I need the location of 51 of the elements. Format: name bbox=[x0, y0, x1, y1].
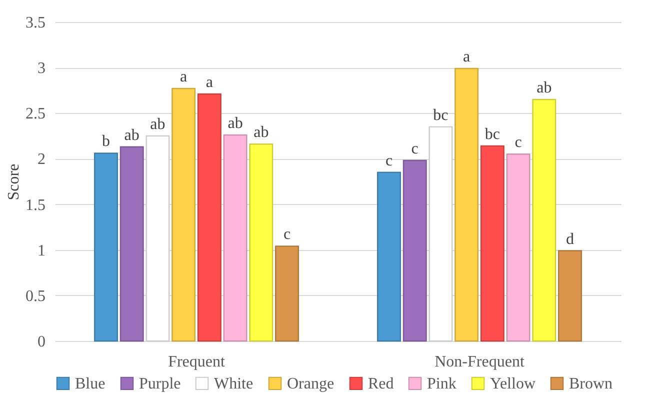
y-tick-label: 3 bbox=[38, 60, 46, 78]
y-tick-label: 2 bbox=[38, 151, 46, 168]
bar bbox=[506, 154, 530, 342]
bar bbox=[249, 144, 274, 342]
bar bbox=[223, 134, 248, 342]
legend-label: White bbox=[214, 375, 254, 392]
data-label: ab bbox=[254, 124, 269, 142]
y-tick-label: 0.5 bbox=[26, 288, 46, 305]
bar bbox=[275, 246, 299, 342]
data-label: a bbox=[180, 68, 188, 86]
data-label: bc bbox=[484, 126, 500, 143]
bar bbox=[454, 68, 479, 342]
data-label: ab bbox=[228, 115, 243, 132]
legend-label: Red bbox=[368, 375, 394, 392]
y-tick-label: 0 bbox=[38, 334, 46, 350]
y-axis-title: Score bbox=[6, 164, 22, 200]
x-tick-label: Non-Frequent bbox=[434, 354, 525, 370]
data-label: ab bbox=[536, 79, 552, 96]
bar bbox=[94, 152, 118, 342]
bar bbox=[532, 98, 556, 342]
bar bbox=[172, 88, 196, 342]
data-label: c bbox=[385, 152, 393, 170]
data-label: ab bbox=[124, 126, 140, 144]
data-label: d bbox=[566, 230, 574, 248]
x-tick-label: Frequent bbox=[168, 354, 226, 370]
bar bbox=[197, 93, 222, 342]
y-tick-label: 2.5 bbox=[26, 106, 46, 123]
legend-label: Pink bbox=[427, 375, 456, 392]
legend-label: Brown bbox=[569, 375, 613, 392]
data-label: bc bbox=[433, 106, 448, 124]
data-label: ab bbox=[150, 116, 166, 133]
bar bbox=[480, 145, 504, 342]
bar bbox=[120, 146, 144, 342]
legend-label: Yellow bbox=[490, 375, 536, 392]
bar bbox=[377, 172, 401, 342]
data-label: c bbox=[411, 140, 418, 158]
legend-label: Blue bbox=[75, 375, 106, 392]
data-label: b bbox=[102, 133, 110, 150]
bar bbox=[402, 160, 427, 342]
bar bbox=[428, 126, 453, 342]
y-tick-label: 1.5 bbox=[26, 196, 46, 214]
y-tick-label: 3.5 bbox=[26, 14, 46, 32]
y-tick-label: 1 bbox=[38, 242, 46, 260]
legend-label: Purple bbox=[139, 375, 181, 392]
bar bbox=[146, 135, 170, 342]
bar bbox=[558, 250, 582, 342]
data-label: a bbox=[463, 48, 470, 66]
data-label: c bbox=[514, 134, 522, 152]
data-label: c bbox=[283, 226, 291, 244]
legend-label: Orange bbox=[287, 375, 334, 392]
data-label: a bbox=[206, 74, 213, 92]
